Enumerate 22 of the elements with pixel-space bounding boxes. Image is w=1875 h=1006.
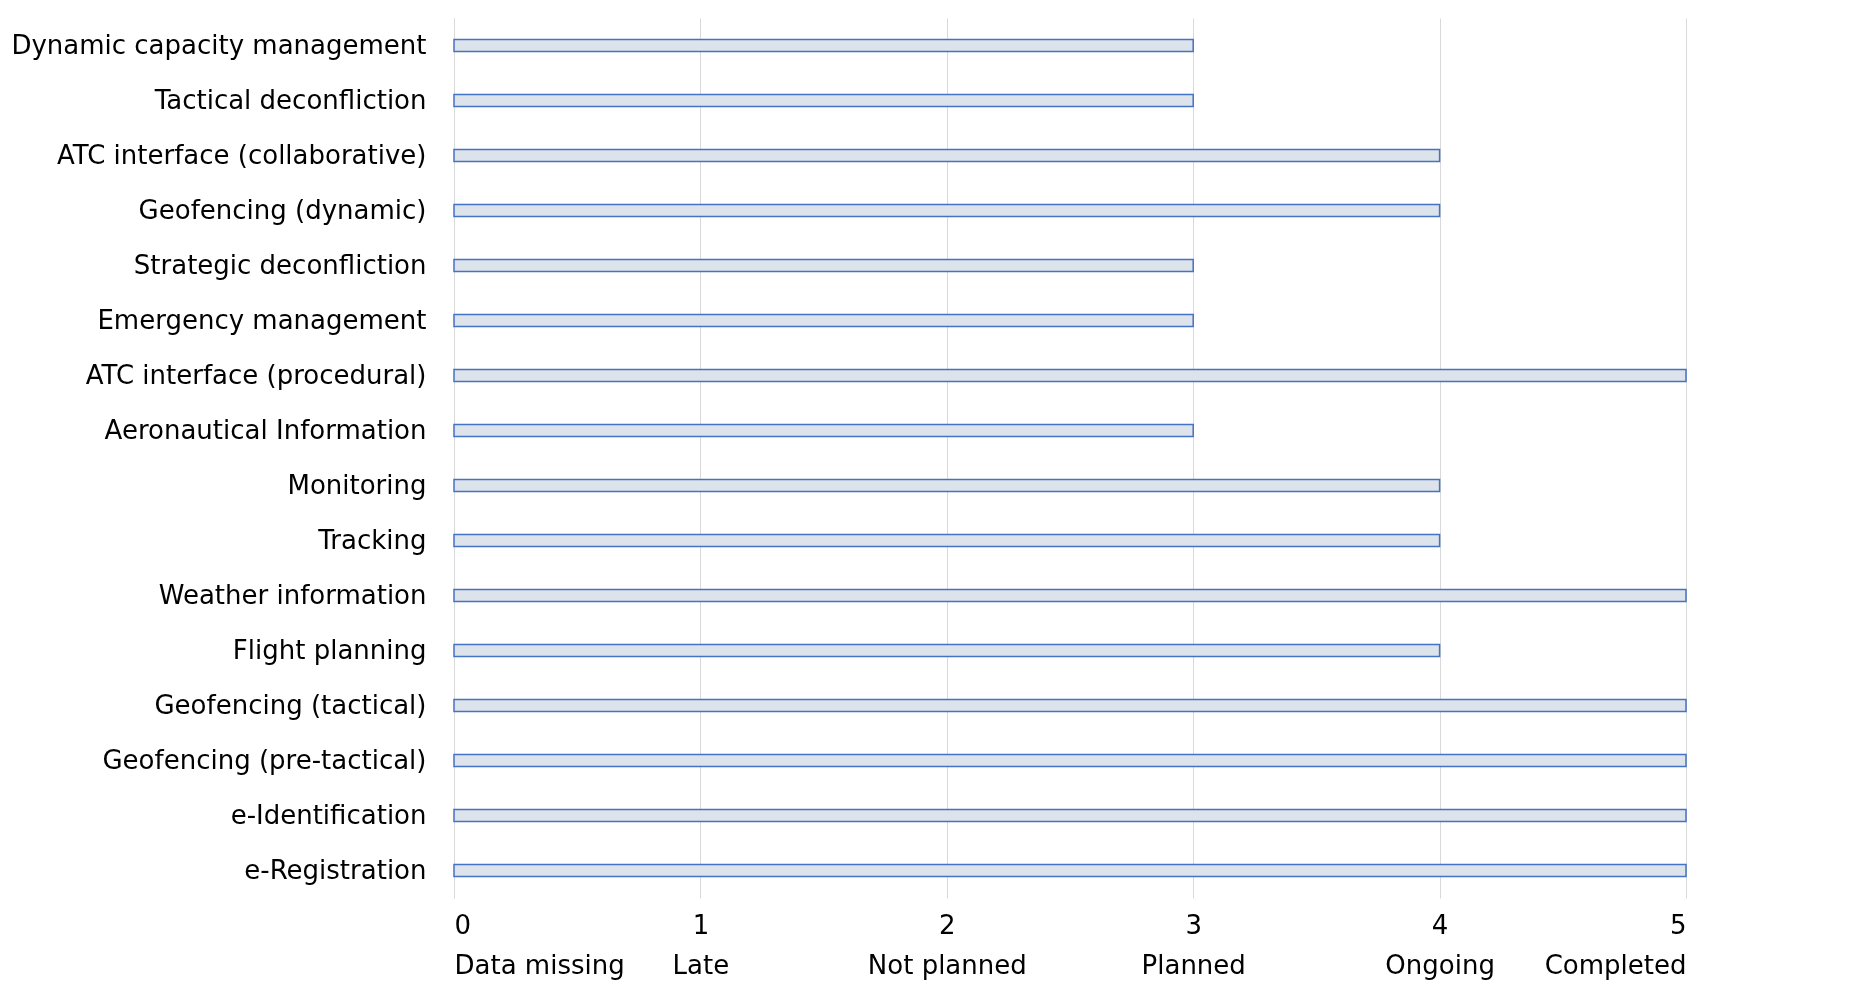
y-tick-label: Emergency management xyxy=(97,304,427,335)
x-tick-label: 0 Data missing xyxy=(454,909,625,980)
y-tick-label: Strategic deconfliction xyxy=(133,249,427,280)
x-tick-label: 3 Planned xyxy=(1141,909,1246,980)
y-tick-label: Weather information xyxy=(158,579,427,610)
x-tick-label: 2 Not planned xyxy=(867,909,1027,980)
x-tick-label: 4 Ongoing xyxy=(1385,909,1495,980)
y-tick-label: ATC interface (procedural) xyxy=(85,359,427,390)
x-tick-label: 5 Completed xyxy=(1544,909,1687,980)
y-tick-label: e-Identification xyxy=(230,799,427,830)
y-tick-label: Aeronautical Information xyxy=(104,414,427,445)
y-tick-label: Geofencing (tactical) xyxy=(154,689,427,720)
y-tick-label: Flight planning xyxy=(232,634,427,665)
y-tick-label: Tracking xyxy=(317,524,427,555)
y-tick-label: Geofencing (pre-tactical) xyxy=(102,744,427,775)
y-tick-label: Dynamic capacity management xyxy=(11,29,427,60)
x-tick-label: 1 Late xyxy=(672,909,730,980)
y-tick-label: Monitoring xyxy=(287,469,427,500)
y-tick-label: e-Registration xyxy=(244,854,427,885)
y-tick-label: ATC interface (collaborative) xyxy=(57,139,427,170)
y-tick-label: Tactical deconfliction xyxy=(153,84,427,115)
y-tick-label: Geofencing (dynamic) xyxy=(138,194,427,225)
